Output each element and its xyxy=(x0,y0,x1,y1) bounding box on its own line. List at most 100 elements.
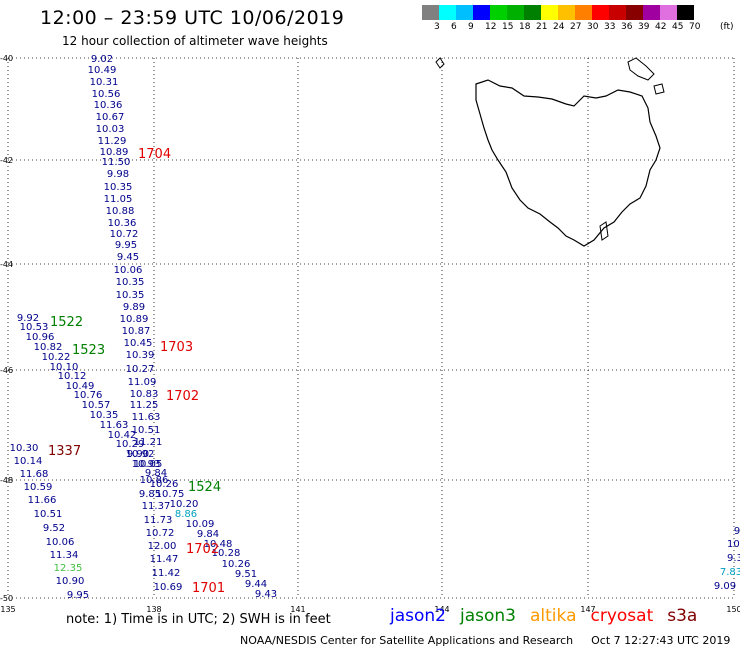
swh-value: 10.36 xyxy=(108,218,137,229)
swh-value: 10.51 xyxy=(132,425,161,436)
satellite-cryosat: cryosat xyxy=(590,606,654,626)
color-legend-labels: 3 6 9 12 15 18 21 24 27 30 33 36 39 42 45 70 (ft) xyxy=(430,22,735,34)
color-legend xyxy=(422,5,694,20)
swh-value: 10.92 xyxy=(126,449,155,460)
swh-value: 10.88 xyxy=(106,206,135,217)
swh-value: 10.49 xyxy=(66,381,95,392)
legend-swatch xyxy=(660,5,677,20)
swh-value: 10.29 xyxy=(116,439,145,450)
track-time: 1337 xyxy=(48,444,81,459)
swh-value: 9.85 xyxy=(139,489,161,500)
satellite-legend: jason2 jason3 altika cryosat s3a xyxy=(390,606,711,626)
legend-label: 30 xyxy=(587,22,599,32)
swh-value: 10.20 xyxy=(170,499,199,510)
swh-value: 10.10 xyxy=(50,362,79,373)
swh-value: 10.22 xyxy=(42,352,71,363)
satellite-jason3: jason3 xyxy=(460,606,516,626)
longitude-label: 150 xyxy=(726,605,740,614)
legend-unit: (ft) xyxy=(720,22,734,32)
track-time-labels: 1704 1703 1702 1702 1701 1522 1523 1524 1337 xyxy=(48,147,225,596)
swh-value: 10.72 xyxy=(146,528,175,539)
swh-value: 11.68 xyxy=(20,469,49,480)
swh-value: 11.47 xyxy=(150,554,179,565)
longitude-label: 141 xyxy=(290,605,305,614)
swh-value: 9.51 xyxy=(235,569,257,580)
generated-timestamp: Oct 7 12:27:43 UTC 2019 xyxy=(591,634,731,647)
bruny-island xyxy=(599,221,609,241)
swh-value: 8.86 xyxy=(175,509,197,520)
king-island xyxy=(435,57,445,69)
swh-value: 10.27 xyxy=(126,364,155,375)
swh-value: 10.30 xyxy=(10,443,39,454)
legend-swatch xyxy=(677,5,694,20)
legend-swatch xyxy=(626,5,643,20)
swh-value: 10.26 xyxy=(150,479,179,490)
swh-value: 9.92 xyxy=(17,313,39,324)
swh-value: 9.95 xyxy=(67,590,89,601)
longitude-label: 147 xyxy=(580,605,595,614)
swh-value: 11.21 xyxy=(134,437,163,448)
legend-swatch xyxy=(507,5,524,20)
swh-value: 9.09 xyxy=(714,581,736,592)
legend-label: 12 xyxy=(485,22,497,32)
swh-value: 11.73 xyxy=(144,515,173,526)
legend-label: 21 xyxy=(536,22,548,32)
swh-value: 10.87 xyxy=(122,326,151,337)
swh-value: 10.57 xyxy=(82,400,111,411)
swh-value: 11.37 xyxy=(142,501,171,512)
swh-value: 10.89 xyxy=(120,314,149,325)
track-time: 1702 xyxy=(186,542,219,557)
swh-value: 10.14 xyxy=(14,456,43,467)
credit-line: NOAA/NESDIS Center for Satellite Applica… xyxy=(240,634,730,647)
swh-value: 10.35 xyxy=(116,290,145,301)
swh-value: 10.06 xyxy=(46,537,75,548)
legend-label: 27 xyxy=(570,22,582,32)
track-time: 1701 xyxy=(192,581,225,596)
swh-value: 10.35 xyxy=(104,182,133,193)
swh-value: 11.50 xyxy=(102,157,131,168)
swh-value: 10.86 xyxy=(140,475,169,486)
legend-label: 18 xyxy=(519,22,531,32)
legend-label: 33 xyxy=(604,22,616,32)
track-time: 1522 xyxy=(50,315,83,330)
latitude-label: -42 xyxy=(0,156,13,165)
track-time: 1703 xyxy=(160,340,193,355)
swh-value: 10.75 xyxy=(156,489,185,500)
legend-swatch xyxy=(575,5,592,20)
track-time: 1523 xyxy=(72,343,105,358)
longitude-label: 138 xyxy=(146,605,161,614)
swh-value: 11.09 xyxy=(128,377,157,388)
swh-value: 10.96 xyxy=(26,332,55,343)
legend-swatch xyxy=(609,5,626,20)
swh-value: 10.39 xyxy=(126,350,155,361)
swh-value: 10.12 xyxy=(58,371,87,382)
swh-value: 10.42 xyxy=(108,430,137,441)
swh-value: 10.09 xyxy=(186,519,215,530)
swh-value: 10.06 xyxy=(114,265,143,276)
legend-swatch xyxy=(473,5,490,20)
swh-value: 10.59 xyxy=(24,482,53,493)
legend-label: 70 xyxy=(689,22,701,32)
swh-value: 11.05 xyxy=(104,194,133,205)
swh-value: 9.02 xyxy=(91,54,113,65)
flinders-island xyxy=(627,57,655,81)
swh-value: 9.98 xyxy=(107,169,129,180)
swh-value: 9.44 xyxy=(245,579,267,590)
swh-value: 10.35 xyxy=(90,410,119,421)
swh-value: 10.69 xyxy=(154,582,183,593)
legend-swatch xyxy=(456,5,473,20)
legend-label: 15 xyxy=(502,22,514,32)
swh-value: 9.95 xyxy=(115,240,137,251)
swh-value: 10.49 xyxy=(88,65,117,76)
swh-value: 10.03 xyxy=(96,124,125,135)
swh-value: 10.56 xyxy=(92,89,121,100)
swh-value: 10. xyxy=(727,539,740,550)
swh-value: 11.29 xyxy=(98,136,127,147)
longitude-label: 135 xyxy=(0,605,15,614)
swh-value: 10.05 xyxy=(134,459,163,470)
satellite-jason2: jason2 xyxy=(390,606,446,626)
swh-value: 10.72 xyxy=(110,229,139,240)
legend-swatch xyxy=(558,5,575,20)
latitude-label: -50 xyxy=(0,594,13,603)
swh-value: 12.00 xyxy=(148,541,177,552)
